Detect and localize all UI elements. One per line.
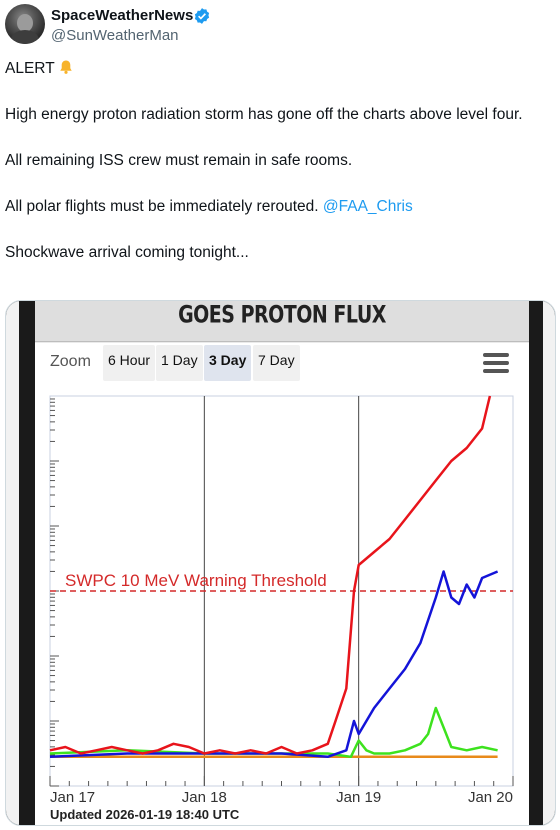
series-line-blue bbox=[49, 570, 499, 759]
chart-panel-title: GOES PROTON FLUX bbox=[35, 301, 529, 343]
warning-threshold-label: SWPC 10 MeV Warning Threshold bbox=[65, 571, 327, 590]
media-image[interactable]: GOES PROTON FLUX Zoom 6 Hour 1 Day 3 Day… bbox=[5, 300, 556, 826]
tweet-line-4: Shockwave arrival coming tonight... bbox=[5, 244, 249, 261]
user-handle[interactable]: @SunWeatherMan bbox=[51, 27, 179, 44]
tweet-line-2: All remaining ISS crew must remain in sa… bbox=[5, 152, 353, 169]
x-tick-label: Jan 19 bbox=[336, 789, 381, 806]
alert-label: ALERT bbox=[5, 60, 55, 77]
avatar[interactable] bbox=[5, 4, 45, 44]
zoom-label: Zoom bbox=[50, 353, 91, 370]
tweet-line-3: All polar flights must be immediately re… bbox=[5, 196, 550, 218]
updated-timestamp: Updated 2026-01-19 18:40 UTC bbox=[50, 807, 240, 822]
bell-icon bbox=[58, 59, 74, 75]
tweet-line-3-text: All polar flights must be immediately re… bbox=[5, 198, 323, 215]
zoom-button-3d[interactable]: 3 Day bbox=[204, 345, 252, 381]
chart-panel: GOES PROTON FLUX Zoom 6 Hour 1 Day 3 Day… bbox=[35, 301, 529, 825]
frame-left bbox=[6, 301, 35, 825]
mention-link[interactable]: @FAA_Chris bbox=[322, 198, 413, 215]
zoom-button-6h[interactable]: 6 Hour bbox=[103, 345, 156, 381]
x-tick-label: Jan 18 bbox=[182, 789, 227, 806]
tweet-line-1: High energy proton radiation storm has g… bbox=[5, 106, 523, 123]
zoom-button-1d[interactable]: 1 Day bbox=[156, 345, 203, 381]
tweet-header: SpaceWeatherNews @SunWeatherMan bbox=[5, 4, 555, 46]
tweet-text: ALERT High energy proton radiation storm… bbox=[5, 58, 550, 264]
zoom-button-7d[interactable]: 7 Day bbox=[253, 345, 300, 381]
verified-badge-icon bbox=[194, 8, 210, 24]
proton-flux-chart: SWPC 10 MeV Warning Threshold Jan 17 Jan 1… bbox=[49, 395, 514, 806]
x-tick-label: Jan 17 bbox=[50, 789, 95, 806]
x-tick-label: Jan 20 bbox=[468, 789, 513, 806]
display-name[interactable]: SpaceWeatherNews bbox=[51, 7, 194, 24]
alert-line: ALERT bbox=[5, 58, 550, 80]
frame-right bbox=[528, 301, 555, 825]
series-line-red bbox=[49, 395, 492, 755]
hamburger-menu-icon[interactable] bbox=[483, 353, 509, 373]
